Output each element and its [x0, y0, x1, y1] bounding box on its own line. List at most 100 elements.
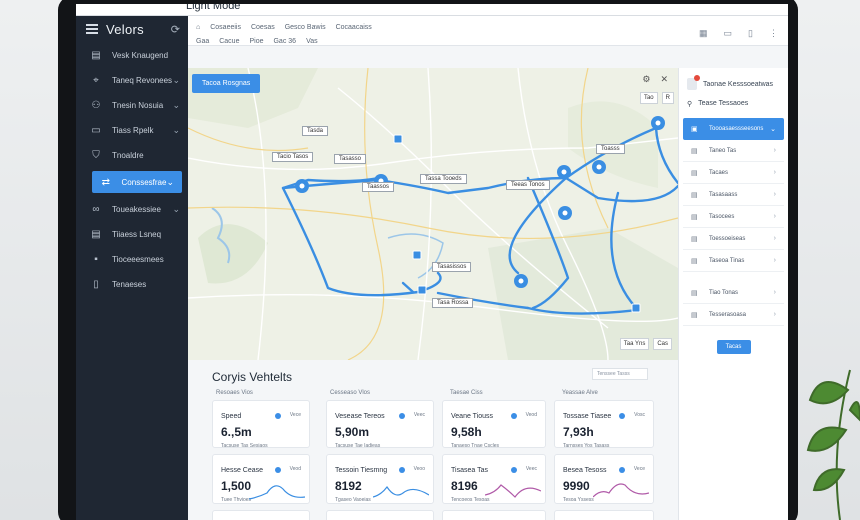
mode-label[interactable]: Light Mode: [186, 4, 241, 12]
right-panel-item[interactable]: ▤ Taneo Tas ›: [683, 140, 784, 162]
right-panel-item-label: Tasocees: [709, 213, 735, 220]
breadcrumb-item[interactable]: Cocaacaiss: [335, 24, 372, 31]
sidebar-item[interactable]: ∞ Toueakessiee ⌄: [76, 197, 188, 221]
plant-decoration: [806, 369, 860, 520]
right-panel-item[interactable]: ▤ Tasocees ›: [683, 206, 784, 228]
grid-icon[interactable]: ▦: [699, 28, 708, 38]
metric-card[interactable]: Tessessa Cowes: [554, 510, 654, 520]
map-footer-item[interactable]: Taa Yns: [619, 338, 650, 350]
metric-card[interactable]: Tisasea Tas 8196 Tencoeos Tesoas Veec: [442, 454, 546, 504]
metric-card[interactable]: Speed 6.,5m Tacsuse Tas Sesiaos Vece: [212, 400, 310, 449]
sparkline-path: [593, 483, 649, 498]
right-panel-item[interactable]: ▤ Taseoa Tinas ›: [683, 250, 784, 272]
sidebar: Velors ⟳ ▤ Vesk Knaugend ⌖ Taneq Revonees ⌄ ⚇…: [76, 16, 188, 520]
map-label[interactable]: Tasa Rossa: [432, 298, 474, 308]
sidebar-item[interactable]: ⛉ Tnoaldre: [76, 143, 188, 167]
map-label[interactable]: Tacio Tasos: [272, 152, 314, 162]
sidebar-item[interactable]: ⚇ Tnesin Nosuia ⌄: [76, 93, 188, 117]
page-icon[interactable]: ▯: [748, 28, 753, 38]
column-header: Yeassae Alve: [562, 390, 598, 396]
metric-meta: Veod: [289, 466, 301, 472]
map-control[interactable]: Tao: [639, 92, 658, 104]
metric-card[interactable]: Besea Tesoss 9990 Tesoa Yssess Vece: [554, 454, 654, 504]
right-panel-button[interactable]: Tacas: [716, 340, 751, 354]
dashboard-title: Coryis Vehtelts: [212, 370, 293, 384]
refresh-icon[interactable]: ⟳: [170, 23, 180, 36]
metric-card[interactable]: Hesse Cease 1,500 Tuee Thvioes Veod: [212, 454, 310, 504]
route-map[interactable]: Tacoa Rosgnas ⚙ ✕ Tao R Tasda Tacio Taso…: [188, 68, 678, 360]
sidebar-item-label: Conssesfrae: [121, 177, 167, 187]
right-panel-item[interactable]: ▤ Toessoeiseas ›: [683, 228, 784, 250]
map-control[interactable]: R: [661, 92, 674, 104]
right-panel-item[interactable]: ▤ Tiao Tonas ›: [683, 282, 784, 304]
sidebar-item[interactable]: ⇄ Conssesfrae ⌄: [92, 171, 182, 193]
metric-card[interactable]: Vesease Tereos 5,90m Tacsuse Tae Iadieas Ve…: [326, 400, 434, 449]
metric-card[interactable]: Coorats Vnre: [326, 510, 434, 520]
document-icon: ▤: [691, 191, 698, 199]
right-panel-item[interactable]: ▤ Tacaes ›: [683, 162, 784, 184]
tab-item[interactable]: Gac 36: [273, 38, 297, 45]
right-panel-item-active[interactable]: ▣ Toooasaessseesons ⌄: [683, 118, 784, 140]
map-canvas: [188, 68, 678, 360]
metric-label: Veane Tiouss: [451, 413, 494, 420]
tab-item[interactable]: Vas: [306, 38, 318, 45]
right-panel-item-label: Tasasaass: [709, 191, 738, 198]
breadcrumb-item[interactable]: Gesco Bawis: [284, 24, 326, 31]
right-panel-item[interactable]: ▤ Tesserasoasa ›: [683, 304, 784, 326]
right-panel-header: Taonae Kesssoeatwas: [679, 68, 788, 94]
metric-card[interactable]: Tessoin Tiesmng 8192 Tgaseo Vaoeias Veoo: [326, 454, 434, 504]
metric-value: 9,58h: [451, 425, 482, 439]
right-panel-sub[interactable]: ⚲ Tease Tessaoes: [679, 94, 788, 114]
right-panel-list-secondary: ▤ Tiao Tonas › ▤ Tesserasoasa ›: [679, 282, 788, 326]
map-footer-item[interactable]: Cas: [653, 338, 672, 350]
sparkline: [593, 483, 649, 498]
metric-label: Tossase Tiasee: [563, 413, 612, 420]
user-icon: ⚲: [687, 101, 693, 108]
sidebar-item[interactable]: ▪ Tioceeesmees: [76, 247, 188, 271]
map-label[interactable]: Tassa Tooeds: [420, 174, 467, 184]
sparkline-path: [485, 484, 541, 498]
right-panel-item[interactable]: ▤ Tasasaass ›: [683, 184, 784, 206]
status-dot: [511, 467, 517, 473]
map-label[interactable]: Teeas Tonos: [506, 180, 550, 190]
sidebar-item[interactable]: ⌖ Taneq Revonees ⌄: [76, 68, 188, 92]
sidebar-item[interactable]: ▯ Tenaeses: [76, 272, 188, 296]
right-panel-item-label: Tiao Tonas: [709, 289, 739, 296]
chevron-right-icon: ›: [773, 147, 776, 154]
tab-item[interactable]: Gaa: [196, 38, 210, 45]
tab-item[interactable]: Pioe: [249, 38, 264, 45]
map-label[interactable]: Tasda: [302, 126, 329, 136]
sidebar-item[interactable]: ▤ Vesk Knaugend: [76, 43, 188, 67]
more-icon[interactable]: ⋮: [769, 28, 778, 38]
metric-value: 5,90m: [335, 425, 370, 439]
dashboard-search[interactable]: Tenssee Tasss: [592, 368, 648, 380]
document-icon: ▤: [691, 289, 698, 297]
map-label[interactable]: Tasasso: [334, 154, 367, 164]
sidebar-header: Velors ⟳: [76, 16, 188, 42]
breadcrumb-item[interactable]: Cosaeeiis: [210, 24, 241, 31]
metric-card[interactable]: Veane Tiouss 9,58h Tanaeso Tnae Cscles Veod: [442, 400, 546, 449]
users-icon: ⚇: [91, 99, 101, 111]
home-icon[interactable]: ⌂: [196, 24, 201, 31]
map-footer: Taa Yns Cas: [619, 338, 672, 350]
sidebar-item[interactable]: ▭ Tiass Rpelk ⌄: [76, 118, 188, 142]
sparkline-path: [249, 485, 305, 500]
sidebar-item[interactable]: ▤ Tiiaess Lsneq: [76, 222, 188, 246]
settings-icon[interactable]: ⚙: [642, 74, 651, 84]
tab-item[interactable]: Cacue: [219, 38, 240, 45]
breadcrumb-item[interactable]: Coesas: [250, 24, 275, 31]
metric-card[interactable]: Tasaeeces: [212, 510, 310, 520]
map-label[interactable]: Taassos: [362, 182, 395, 192]
map-primary-button[interactable]: Tacoa Rosgnas: [192, 74, 261, 93]
notification-icon[interactable]: [687, 75, 700, 90]
metric-card[interactable]: Tossase Tiasee 7,93h Tarnsses Yos Tasass Vo…: [554, 400, 654, 449]
document-icon[interactable]: ▭: [723, 28, 733, 38]
metric-label: Besea Tesoss: [563, 467, 607, 474]
map-label[interactable]: Tasasissos: [432, 262, 472, 272]
map-label[interactable]: Toasss: [596, 144, 625, 154]
link-icon: ∞: [92, 203, 100, 215]
sidebar-item-label: Vesk Knaugend: [112, 50, 169, 60]
menu-icon[interactable]: [86, 24, 98, 34]
metric-card[interactable]: Tasaes Coees: [442, 510, 546, 520]
close-icon[interactable]: ✕: [660, 74, 668, 84]
